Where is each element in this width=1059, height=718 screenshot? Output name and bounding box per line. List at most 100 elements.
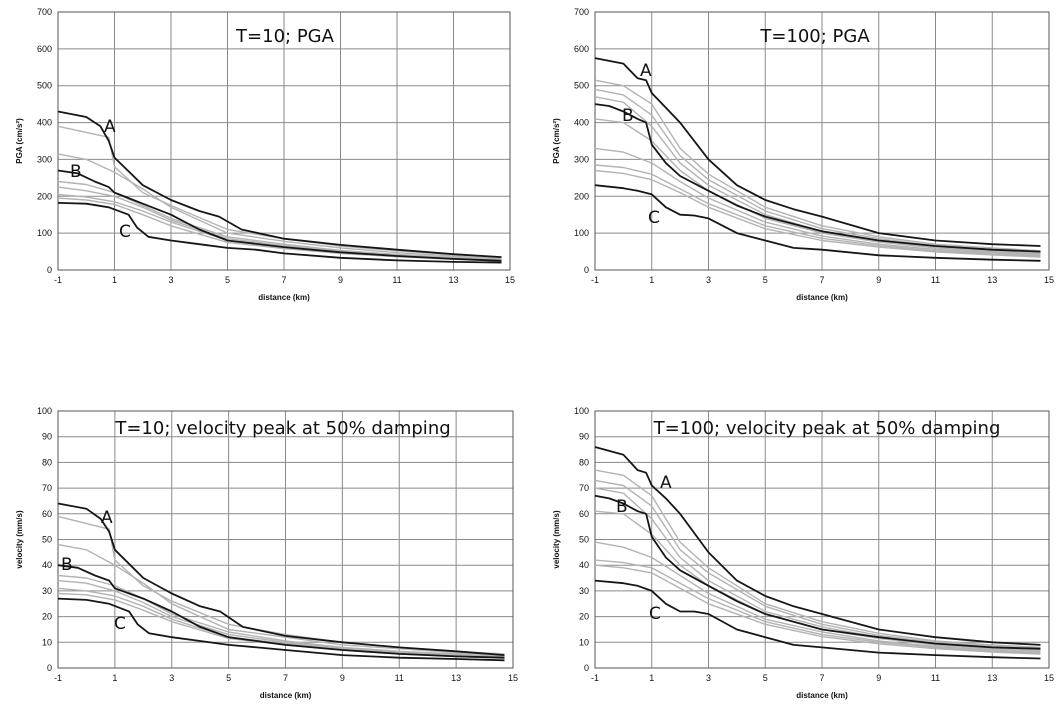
y-tick-label: 50 [42, 535, 52, 545]
y-tick-label: 60 [42, 509, 52, 519]
y-tick-label: 60 [579, 509, 589, 519]
series-line-b [57, 169, 502, 262]
x-tick-label: 11 [931, 673, 940, 683]
y-tick-label: 0 [584, 663, 589, 673]
series-line [594, 169, 1041, 258]
x-tick-label: 1 [649, 275, 654, 285]
x-tick-label: 13 [451, 673, 461, 683]
curve-label-b: B [616, 497, 628, 517]
y-tick-label: 20 [579, 612, 589, 622]
chart-title: T=100; PGA [759, 26, 870, 47]
x-tick-label: 9 [338, 275, 343, 285]
curve-label-c: C [119, 222, 131, 242]
x-tick-label: 11 [931, 275, 940, 285]
plot-frame [57, 410, 514, 669]
x-tick-label: 11 [392, 275, 401, 285]
x-tick-label: 5 [763, 673, 768, 683]
x-tick-label: 3 [168, 275, 173, 285]
x-tick-label: 9 [340, 673, 345, 683]
y-tick-label: 30 [579, 586, 589, 596]
y-tick-label: 100 [37, 406, 52, 416]
x-axis-label: distance (km) [258, 293, 310, 302]
y-axis-label: velocity (mm/s) [15, 510, 24, 569]
y-tick-label: 400 [574, 118, 589, 128]
series-line [594, 118, 1041, 255]
y-tick-label: 40 [42, 560, 52, 570]
series-line [57, 543, 505, 656]
curve-label-b: B [61, 555, 73, 575]
x-tick-label: -1 [54, 673, 62, 683]
y-axis-label: PGA (cm/s²) [552, 118, 561, 164]
x-tick-label: 5 [226, 673, 231, 683]
y-tick-label: 50 [579, 535, 589, 545]
series-line-a [57, 502, 505, 656]
series-line [594, 96, 1041, 255]
y-tick-label: 700 [574, 7, 589, 17]
y-tick-label: 100 [574, 406, 589, 416]
y-tick-label: 0 [47, 663, 52, 673]
x-tick-label: 7 [281, 275, 286, 285]
y-tick-label: 600 [574, 44, 589, 54]
x-tick-label: 7 [283, 673, 288, 683]
plot-frame [594, 11, 1050, 271]
y-axis-label: velocity (mm/s) [552, 510, 561, 569]
series-line-a [594, 57, 1041, 247]
x-tick-label: -1 [54, 275, 62, 285]
chart-panel-t100-velocity: -1 1 3 5 7 9 11 13 150102030405060708090100dista… [552, 406, 1054, 700]
chart-title: T=100; velocity peak at 50% damping [653, 418, 1001, 439]
series-line-c [594, 579, 1041, 660]
y-tick-label: 300 [37, 154, 52, 164]
series-line [594, 88, 1041, 253]
x-tick-label: -1 [591, 275, 599, 285]
series-line [594, 79, 1041, 252]
x-tick-label: 9 [876, 275, 881, 285]
series-line-b [594, 103, 1041, 253]
curve-label-b: B [622, 106, 634, 126]
curve-label-a: A [660, 473, 672, 493]
y-tick-label: 100 [574, 228, 589, 238]
series-line [594, 479, 1041, 650]
y-tick-label: 10 [42, 637, 52, 647]
series-line [57, 153, 502, 260]
x-tick-label: 5 [225, 275, 230, 285]
y-tick-label: 500 [37, 81, 52, 91]
x-tick-label: 15 [505, 275, 515, 285]
plot-frame [57, 11, 511, 271]
series-line-c [57, 597, 505, 662]
series-line [594, 559, 1041, 655]
y-tick-label: 0 [584, 265, 589, 275]
y-tick-label: 200 [37, 191, 52, 201]
series-line [57, 574, 505, 658]
x-tick-label: 13 [987, 673, 997, 683]
x-tick-label: 1 [112, 275, 117, 285]
x-tick-label: 3 [706, 673, 711, 683]
y-tick-label: 70 [579, 483, 589, 493]
y-tick-label: 30 [42, 586, 52, 596]
y-tick-label: 90 [579, 432, 589, 442]
curve-label-c: C [649, 604, 661, 624]
curve-label-b: B [70, 162, 82, 182]
series-line-b [594, 494, 1041, 650]
x-tick-label: 5 [763, 275, 768, 285]
series-line-c [57, 202, 502, 264]
x-tick-label: 11 [395, 673, 404, 683]
y-tick-label: 200 [574, 191, 589, 201]
x-tick-label: 1 [649, 673, 654, 683]
chart-panel-t100-pga: -1 1 3 5 7 9 11 13 150100200300400500600700dista… [552, 7, 1054, 302]
y-tick-label: 400 [37, 118, 52, 128]
chart-title: T=10; velocity peak at 50% damping [114, 418, 450, 439]
x-tick-label: 3 [706, 275, 711, 285]
series-line-a [57, 110, 502, 258]
x-tick-label: 1 [112, 673, 117, 683]
y-tick-label: 100 [37, 228, 52, 238]
series-line [594, 147, 1041, 256]
x-tick-label: -1 [591, 673, 599, 683]
chart-panel-t10-pga: -1 1 3 5 7 9 11 13 150100200300400500600700dista… [15, 7, 515, 302]
series-line-c [594, 184, 1041, 262]
y-tick-label: 90 [42, 432, 52, 442]
curve-label-a: A [104, 117, 116, 137]
series-line [594, 164, 1041, 257]
y-tick-label: 40 [579, 560, 589, 570]
x-axis-label: distance (km) [796, 691, 848, 700]
